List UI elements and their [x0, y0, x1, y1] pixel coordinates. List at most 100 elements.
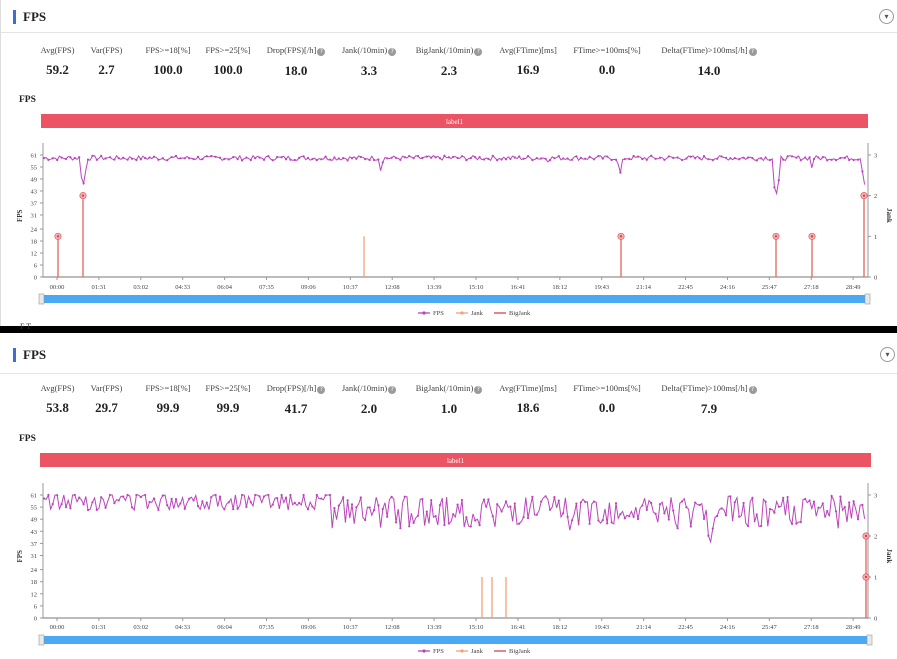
fps-point: [667, 155, 670, 158]
fps-point: [614, 158, 618, 161]
fps-point: [280, 156, 283, 159]
stat-item: FTime>=100ms[%] 0.0: [552, 45, 662, 78]
fps-point: [320, 158, 323, 161]
fps-point: [632, 154, 635, 158]
fps-point: [680, 500, 684, 503]
fps-point: [218, 495, 222, 498]
legend-item-fps[interactable]: FPS: [418, 648, 444, 655]
screenshot-divider: [0, 326, 897, 333]
help-icon[interactable]: ?: [474, 386, 483, 394]
fps-point: [245, 156, 248, 159]
fps-point: [126, 493, 129, 497]
x-tick-label: 12:08: [385, 284, 400, 291]
stat-label-text: Jank(/10min): [341, 383, 388, 393]
fps-point: [311, 505, 314, 508]
help-icon[interactable]: ?: [474, 48, 483, 56]
fps-point: [553, 496, 556, 499]
help-icon[interactable]: ?: [748, 48, 757, 56]
stat-item: BigJank(/10min)? 1.0: [394, 383, 504, 417]
stat-value: 14.0: [697, 63, 721, 78]
fps-point: [214, 493, 217, 497]
fps-point: [174, 497, 178, 501]
fps-panel-top: FPS ▾ Avg(FPS) 59.2 Var(FPS) 2.7 FPS>=18[%] 1…: [0, 0, 897, 326]
fps-point: [425, 155, 428, 158]
x-tick-label: 15:10: [469, 284, 484, 291]
fps-point: [350, 503, 354, 506]
x-tick-label: 22:45: [678, 624, 693, 631]
help-icon[interactable]: ?: [388, 48, 397, 56]
bigjank-marker-dot: [56, 235, 60, 238]
legend-item-fps[interactable]: FPS: [418, 310, 444, 317]
legend-item-bigjank[interactable]: BigJank: [494, 648, 531, 655]
fps-point: [359, 496, 362, 499]
x-tick-label: 04:33: [175, 284, 190, 291]
zoom-slider-right-handle[interactable]: [866, 634, 873, 646]
stat-label-text: FPS>=25[%]: [205, 45, 251, 55]
fps-point: [86, 508, 90, 512]
legend-marker: [460, 649, 464, 653]
fps-series-line[interactable]: [43, 493, 866, 544]
fps-point: [399, 158, 402, 161]
fps-point: [751, 496, 754, 499]
fps-point: [566, 157, 569, 160]
fps-point: [276, 497, 279, 500]
fps-point: [711, 527, 714, 530]
fps-point: [685, 506, 688, 509]
fps-point: [249, 158, 252, 162]
fps-point: [557, 499, 560, 502]
fps-point: [636, 155, 640, 158]
fps-point: [408, 154, 411, 158]
fps-point: [306, 156, 310, 160]
fps-point: [658, 156, 662, 159]
fps-point: [795, 522, 798, 525]
x-tick-label: 13:39: [427, 284, 442, 291]
zoom-slider-left-handle[interactable]: [38, 634, 45, 646]
fps-point: [848, 501, 851, 504]
fps-point: [861, 170, 864, 173]
label-band[interactable]: [40, 453, 871, 467]
legend-item-bigjank[interactable]: BigJank: [494, 310, 531, 317]
fps-point: [861, 503, 864, 506]
fps-point: [60, 503, 63, 506]
fps-point: [509, 505, 512, 508]
legend-item-jank[interactable]: Jank: [456, 648, 484, 655]
fps-point: [139, 158, 142, 161]
fps-point: [548, 508, 552, 511]
collapse-chevron-icon[interactable]: ▾: [880, 347, 895, 362]
fps-point: [702, 155, 706, 158]
zoom-slider-track[interactable]: [41, 295, 868, 303]
fps-point: [170, 156, 173, 159]
zoom-slider-right-handle[interactable]: [864, 293, 871, 305]
x-tick-label: 21:14: [636, 284, 652, 291]
zoom-slider-left-handle[interactable]: [38, 293, 45, 305]
fps-point: [135, 493, 138, 497]
help-icon[interactable]: ?: [317, 48, 326, 56]
fps-point: [738, 158, 741, 161]
help-icon[interactable]: ?: [317, 386, 326, 394]
fps-point: [509, 157, 512, 161]
label-band[interactable]: [41, 114, 868, 128]
fps-point: [592, 158, 596, 161]
fps-point: [764, 500, 767, 503]
help-icon[interactable]: ?: [748, 386, 757, 394]
fps-point: [42, 497, 46, 500]
fps-point: [702, 517, 706, 520]
x-tick-label: 18:12: [552, 284, 567, 291]
fps-point: [152, 497, 156, 500]
x-tick-label: 28:49: [846, 624, 861, 631]
legend-item-jank[interactable]: Jank: [456, 310, 484, 317]
help-icon[interactable]: ?: [388, 386, 397, 394]
fps-series-line[interactable]: [43, 154, 866, 196]
fps-point: [777, 505, 780, 508]
fps-point: [707, 158, 710, 161]
fps-point: [540, 157, 543, 160]
fps-point: [192, 158, 195, 161]
x-tick-label: 25:47: [762, 624, 778, 631]
fps-point: [232, 156, 235, 159]
stat-label: BigJank(/10min)?: [394, 383, 504, 394]
collapse-chevron-icon[interactable]: ▾: [879, 9, 894, 24]
fps-point: [434, 156, 437, 159]
stat-item: FPS>=18[%] 100.0: [128, 45, 208, 78]
x-tick-label: 01:31: [91, 624, 106, 631]
zoom-slider-track[interactable]: [41, 636, 870, 644]
